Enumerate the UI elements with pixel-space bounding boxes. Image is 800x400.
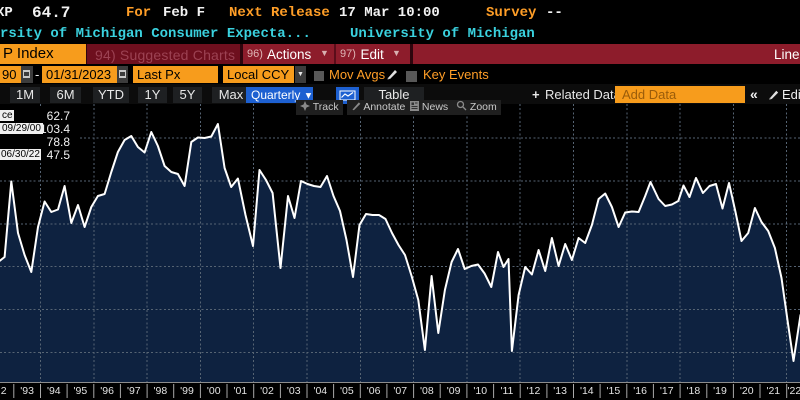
svg-text:'20: '20 xyxy=(740,385,754,397)
svg-text:'03: '03 xyxy=(287,385,301,397)
svg-text:'04: '04 xyxy=(313,385,327,397)
svg-text:'21: '21 xyxy=(766,385,780,397)
svg-text:'01: '01 xyxy=(233,385,247,397)
svg-text:'14: '14 xyxy=(580,385,594,397)
svg-text:'07: '07 xyxy=(393,385,407,397)
svg-text:'02: '02 xyxy=(260,385,274,397)
svg-text:'15: '15 xyxy=(607,385,621,397)
svg-text:'11: '11 xyxy=(500,385,513,397)
svg-text:'13: '13 xyxy=(553,385,567,397)
svg-text:'93: '93 xyxy=(20,385,34,397)
svg-text:'95: '95 xyxy=(74,385,88,397)
svg-text:'09: '09 xyxy=(447,385,461,397)
svg-text:'10: '10 xyxy=(473,385,487,397)
svg-text:'06: '06 xyxy=(367,385,381,397)
svg-text:'97: '97 xyxy=(127,385,141,397)
svg-text:'16: '16 xyxy=(633,385,647,397)
svg-text:'96: '96 xyxy=(100,385,114,397)
svg-text:'08: '08 xyxy=(420,385,434,397)
svg-text:2: 2 xyxy=(1,385,7,397)
svg-text:'05: '05 xyxy=(340,385,354,397)
svg-text:'94: '94 xyxy=(47,385,61,397)
svg-text:'17: '17 xyxy=(660,385,674,397)
svg-text:'99: '99 xyxy=(180,385,194,397)
svg-text:'19: '19 xyxy=(713,385,727,397)
svg-text:'22: '22 xyxy=(788,385,800,397)
svg-text:'12: '12 xyxy=(527,385,541,397)
svg-text:'98: '98 xyxy=(154,385,168,397)
svg-text:'00: '00 xyxy=(207,385,221,397)
svg-text:'18: '18 xyxy=(687,385,701,397)
